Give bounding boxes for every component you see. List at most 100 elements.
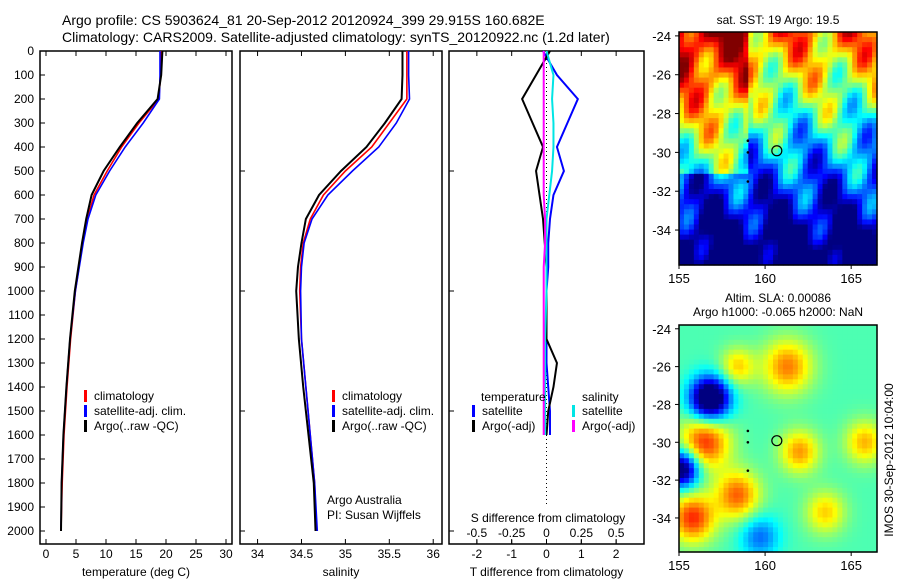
map-cell (792, 173, 799, 180)
map-cell (842, 458, 848, 464)
map-cell (778, 158, 784, 165)
map-cell (688, 428, 695, 435)
map-cell (718, 428, 725, 435)
map-cell (738, 67, 744, 74)
map-cell (822, 97, 829, 104)
map-cell (718, 92, 725, 99)
map-cell (679, 423, 685, 430)
map-cell (827, 384, 834, 390)
map-cell (743, 204, 749, 210)
map-cell (778, 423, 784, 430)
map-cell (832, 82, 838, 89)
map-cell (792, 118, 799, 124)
map-cell (778, 82, 784, 89)
map-cell (683, 443, 690, 449)
map-cell (748, 189, 754, 195)
map-cell (693, 423, 700, 430)
map-cell (807, 234, 814, 241)
map-cell (802, 379, 809, 385)
map-cell (782, 62, 789, 69)
map-cell (832, 344, 838, 351)
map-cell (693, 527, 700, 533)
map-cell (857, 62, 863, 69)
map-cell (817, 507, 824, 514)
map-cell (768, 37, 774, 43)
map-cell (723, 453, 730, 459)
map-cell (832, 349, 838, 356)
map-cell (807, 329, 814, 336)
map-cell (797, 102, 804, 109)
map-cell (822, 107, 829, 114)
map-cell (802, 52, 809, 58)
map-cell (693, 118, 700, 124)
map-cell (802, 67, 809, 74)
x-tick-label: 165 (840, 558, 862, 573)
map-cell (802, 399, 809, 405)
map-cell (807, 473, 814, 479)
map-cell (837, 344, 843, 351)
map-cell (837, 133, 843, 139)
map-cell (778, 379, 784, 385)
map-cell (773, 47, 779, 53)
map-cell (713, 72, 720, 79)
map-cell (698, 52, 705, 58)
map-cell (723, 359, 730, 366)
map-cell (703, 42, 710, 48)
map-cell (822, 194, 829, 200)
map-cell (862, 92, 868, 99)
map-cell (847, 433, 853, 440)
map-cell (743, 408, 749, 415)
map-cell (872, 97, 878, 104)
map-cell (782, 92, 789, 99)
map-cell (713, 527, 720, 533)
legend-label-s_sat: satellite (582, 404, 623, 418)
map-cell (797, 199, 804, 205)
y-tick-label: -34 (652, 223, 671, 238)
map-cell (733, 153, 739, 160)
map-cell (703, 349, 710, 356)
map-cell (778, 482, 784, 489)
map-cell (867, 204, 873, 210)
map-cell (832, 102, 838, 109)
map-cell (802, 199, 809, 205)
map-cell (718, 123, 725, 129)
map-cell (872, 153, 878, 160)
map-cell (827, 443, 834, 449)
map-cell (862, 458, 868, 464)
map-cell (679, 148, 685, 155)
map-cell (792, 329, 799, 336)
map-cell (837, 522, 843, 528)
map-cell (773, 229, 779, 236)
map-cell (817, 389, 824, 395)
map-cell (748, 423, 754, 430)
map-cell (683, 477, 690, 484)
map-cell (797, 249, 804, 256)
map-cell (703, 158, 710, 165)
map-cell (743, 379, 749, 385)
map-cell (698, 199, 705, 205)
map-cell (748, 468, 754, 474)
map-cell (693, 178, 700, 185)
map-cell (807, 433, 814, 440)
map-cell (743, 473, 749, 479)
map-cell (827, 249, 834, 256)
map-cell (718, 527, 725, 533)
map-cell (708, 394, 715, 400)
map-cell (872, 477, 878, 484)
map-cell (822, 359, 829, 366)
map-cell (763, 453, 769, 459)
map-cell (852, 438, 858, 445)
map-cell (688, 133, 695, 139)
map-cell (698, 113, 705, 119)
map-cell (773, 214, 779, 221)
map-cell (688, 158, 695, 165)
map-cell (728, 334, 735, 341)
map-cell (797, 47, 804, 53)
map-cell (763, 547, 769, 553)
map-cell (837, 87, 843, 94)
map-cell (847, 492, 853, 499)
map-cell (787, 334, 794, 341)
map-cell (728, 374, 735, 380)
map-cell (837, 194, 843, 200)
map-cell (738, 52, 744, 58)
